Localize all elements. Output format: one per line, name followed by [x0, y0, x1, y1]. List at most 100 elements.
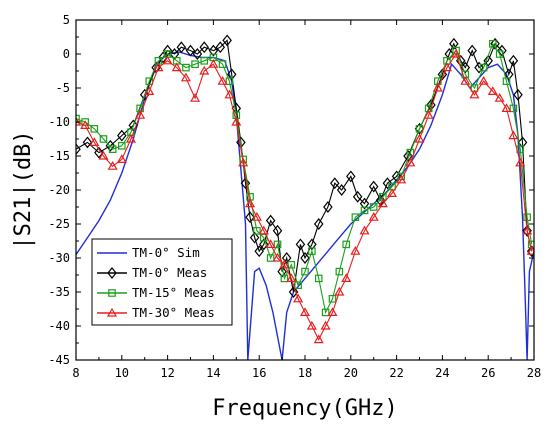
data-point [432, 82, 443, 92]
data-point [90, 124, 99, 133]
data-point [313, 218, 324, 230]
data-point [396, 174, 407, 184]
data-point [272, 252, 283, 262]
data-point [323, 201, 333, 213]
data-point [368, 211, 379, 221]
legend-marker [108, 289, 116, 297]
data-point [335, 267, 344, 276]
data-point [294, 281, 302, 290]
series-layer [76, 34, 534, 360]
data-point [307, 238, 317, 251]
data-point [80, 120, 91, 129]
data-point [231, 116, 242, 126]
y-tick-label: -40 [48, 319, 70, 333]
data-point [494, 92, 505, 102]
y-tick-label: 0 [63, 47, 70, 61]
data-point [98, 150, 109, 160]
data-point [238, 157, 249, 167]
data-point [501, 103, 512, 113]
data-point [128, 119, 139, 132]
data-point [490, 37, 500, 50]
x-tick-label: 18 [298, 366, 312, 380]
data-point [360, 206, 369, 215]
data-point [144, 86, 155, 96]
data-point [321, 308, 330, 317]
data-point [460, 75, 471, 85]
data-point [94, 146, 104, 159]
data-point [508, 54, 519, 67]
x-tick-label: 14 [206, 366, 220, 380]
data-point [403, 150, 413, 162]
legend-label: TM-0° Sim [132, 245, 200, 260]
data-point [306, 320, 317, 330]
data-point [208, 58, 219, 68]
data-point [272, 224, 283, 237]
data-point [240, 177, 251, 190]
data-point [139, 88, 150, 101]
data-point [517, 136, 528, 149]
data-point [377, 198, 388, 208]
data-point [125, 133, 136, 143]
data-point [342, 240, 351, 249]
data-point [277, 265, 287, 278]
y-tick-label: 5 [63, 13, 70, 27]
legend-label: TM-30° Meas [132, 305, 215, 320]
data-point [117, 129, 127, 142]
data-point [253, 227, 261, 235]
data-point [222, 34, 232, 47]
data-point [266, 254, 275, 262]
data-point [522, 224, 532, 237]
data-point [369, 203, 378, 211]
data-point [180, 72, 191, 82]
data-point [522, 225, 533, 235]
data-point [265, 239, 276, 248]
data-point [224, 89, 235, 99]
legend-label: TM-15° Meas [132, 285, 215, 300]
y-tick-label: -25 [48, 217, 70, 231]
data-point [488, 39, 497, 48]
y-tick-label: -5 [56, 81, 70, 95]
data-point [508, 130, 519, 140]
data-point [107, 160, 118, 170]
data-point [82, 136, 93, 149]
data-point [108, 145, 117, 154]
data-point [279, 259, 290, 269]
y-axis-ticks: 5 0 -5 -10 -15 -20 -25 -30 -35 -40 -45 [48, 13, 534, 367]
data-point [497, 44, 507, 57]
x-tick-label: 28 [527, 366, 541, 380]
data-point [320, 320, 331, 330]
data-point [185, 44, 196, 57]
data-point [386, 188, 398, 197]
legend: TM-0° Sim TM-0° Meas TM-15° Meas TM-30° Mea… [91, 238, 233, 326]
data-point [382, 177, 393, 190]
data-point [258, 225, 269, 235]
x-tick-label: 12 [160, 366, 174, 380]
data-point [192, 48, 203, 60]
data-point [99, 135, 108, 143]
y-axis-label: |S21|(dB) [11, 130, 36, 249]
data-point [190, 92, 201, 102]
data-point [76, 143, 81, 156]
data-point [225, 77, 234, 86]
data-point [281, 252, 292, 264]
data-point [153, 62, 164, 72]
data-point [135, 109, 146, 119]
data-point [89, 137, 100, 146]
data-point [218, 60, 227, 69]
legend-marker [107, 267, 117, 279]
data-point [351, 213, 360, 222]
data-point [368, 180, 379, 193]
data-point [226, 68, 237, 81]
x-axis-label: Frequency(GHz) [212, 396, 397, 421]
data-point [299, 307, 311, 316]
data-point [479, 63, 488, 72]
data-point [467, 44, 477, 57]
x-tick-label: 8 [72, 366, 79, 380]
data-point [280, 274, 289, 283]
data-point [513, 88, 523, 101]
data-point [251, 211, 262, 221]
data-point [523, 213, 531, 222]
data-point [375, 194, 386, 207]
data-point [423, 109, 434, 119]
data-point [495, 50, 504, 58]
